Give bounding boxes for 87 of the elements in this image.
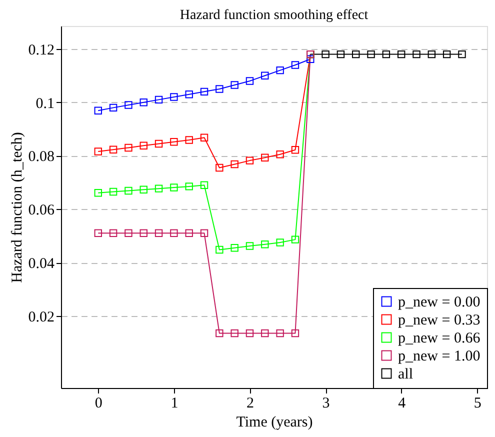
- point: [140, 142, 148, 150]
- point: [291, 146, 300, 154]
- point: [246, 156, 254, 164]
- point: [185, 90, 193, 98]
- point: [230, 329, 238, 338]
- point: [291, 329, 300, 338]
- point: [170, 138, 178, 146]
- point: [412, 50, 420, 58]
- point: [140, 98, 148, 106]
- x-tick-label: 5: [474, 396, 482, 412]
- point: [352, 50, 360, 58]
- legend-label: p_new = 0.00: [398, 294, 480, 310]
- point: [261, 240, 269, 248]
- point: [124, 101, 132, 109]
- point: [306, 55, 314, 63]
- point: [442, 50, 451, 58]
- point: [200, 229, 208, 238]
- point: [261, 72, 269, 80]
- point: [216, 329, 224, 338]
- point: [261, 329, 269, 338]
- point: [230, 160, 238, 168]
- point: [291, 236, 300, 244]
- point: [200, 181, 208, 189]
- y-tick-label: 0.1: [36, 96, 54, 112]
- chart-title: Hazard function smoothing effect: [180, 8, 368, 23]
- y-axis-title: Hazard function (h_tech): [9, 132, 26, 283]
- point: [154, 229, 163, 238]
- point: [154, 184, 163, 192]
- point: [94, 148, 102, 156]
- point: [200, 88, 208, 96]
- x-tick-label: 3: [322, 396, 330, 412]
- point: [261, 154, 269, 162]
- x-tick-label: 2: [246, 396, 254, 412]
- point: [216, 85, 224, 93]
- point: [154, 140, 163, 148]
- point: [94, 188, 102, 197]
- point: [276, 150, 284, 158]
- point: [216, 164, 224, 172]
- point: [200, 134, 208, 142]
- point: [246, 329, 254, 338]
- y-tick-label: 0.04: [28, 256, 55, 272]
- point: [109, 146, 118, 154]
- point: [382, 50, 390, 58]
- x-tick-label: 1: [170, 396, 178, 412]
- point: [367, 50, 375, 58]
- point: [230, 81, 238, 89]
- point: [246, 77, 254, 85]
- point: [322, 50, 330, 58]
- point: [230, 244, 238, 252]
- point: [94, 106, 102, 114]
- point: [140, 186, 148, 194]
- legend-label: all: [398, 366, 413, 382]
- legend-label: p_new = 0.66: [398, 330, 481, 346]
- point: [185, 182, 193, 190]
- point: [185, 136, 193, 144]
- point: [170, 229, 178, 238]
- x-tick-label: 4: [398, 396, 406, 412]
- y-tick-label: 0.06: [28, 202, 55, 219]
- point: [291, 61, 300, 69]
- point: [109, 104, 118, 112]
- y-tick-label: 0.08: [28, 149, 54, 166]
- point: [170, 184, 178, 192]
- point: [109, 229, 118, 238]
- point: [154, 96, 163, 104]
- point: [276, 329, 284, 338]
- point: [124, 144, 132, 152]
- point: [94, 229, 102, 238]
- point: [276, 238, 284, 246]
- legend-label: p_new = 0.33: [398, 312, 480, 328]
- legend-label: p_new = 1.00: [398, 348, 480, 364]
- x-axis-title: Time (years): [236, 414, 313, 430]
- point: [185, 229, 193, 238]
- x-tick-label: 0: [94, 396, 102, 412]
- point: [336, 50, 345, 58]
- point: [124, 229, 132, 238]
- point: [216, 246, 224, 254]
- point: [397, 50, 406, 58]
- point: [428, 50, 436, 58]
- point: [246, 242, 254, 250]
- point: [170, 93, 178, 101]
- y-tick-label: 0.02: [28, 309, 54, 326]
- point: [124, 186, 132, 195]
- point: [109, 188, 118, 196]
- point: [458, 50, 466, 58]
- point: [276, 66, 284, 74]
- y-tick-label: 0.12: [28, 42, 54, 58]
- point: [140, 229, 148, 238]
